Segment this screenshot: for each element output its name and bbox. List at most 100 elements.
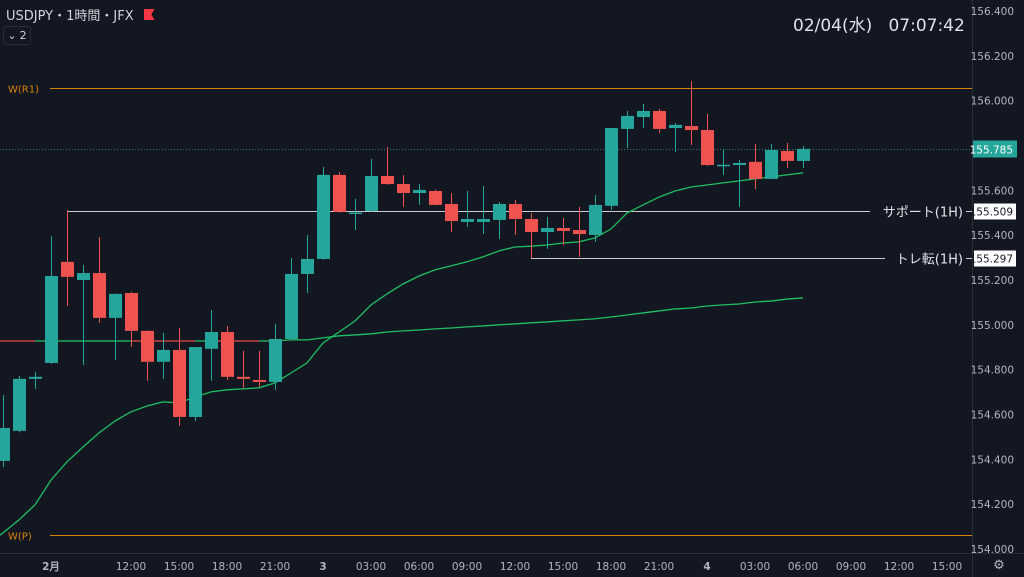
candle-body[interactable] [237,376,250,379]
candle-body[interactable] [157,349,170,362]
time-axis-label: 2月 [42,561,60,573]
ma-fast-line [0,172,804,536]
candle-body[interactable] [717,164,730,167]
candle-body[interactable] [141,330,154,362]
candle-body[interactable] [493,204,506,220]
candle-body[interactable] [0,427,10,461]
candle-body[interactable] [381,175,394,185]
candle-body[interactable] [221,332,234,377]
gear-icon[interactable]: ⚙ [993,558,1005,573]
time-axis-label: 06:00 [404,561,434,573]
ma-slow-segment [338,334,356,337]
candle-body[interactable] [749,161,762,179]
candle-body[interactable] [109,293,122,318]
last-price-label: 155.785 [970,145,1013,157]
ma-slow-segment [786,297,804,300]
candle-body[interactable] [61,261,74,277]
candle-body[interactable] [29,376,42,379]
ma-slow-segment [498,323,516,326]
ma-slow-segment [482,324,500,327]
ma-slow-segment [402,329,420,332]
candle-body[interactable] [429,191,442,205]
ma-slow-segment [578,318,596,321]
price-axis-label: 155.000 [971,320,1014,332]
candle-body[interactable] [205,332,218,349]
time-axis-label: 18:00 [212,561,242,573]
candle-body[interactable] [45,275,58,363]
pivot-label: W(P) [8,532,32,543]
ma-slow-segment [690,305,708,309]
candle-body[interactable] [765,149,778,179]
candle-body[interactable] [285,273,298,339]
candle-body[interactable] [669,124,682,129]
ma-slow-segment [754,300,772,303]
level-line-label: トレ転(1H) [896,253,963,268]
ma-slow-segment [546,320,564,323]
time-axis-label: 3 [319,561,326,573]
price-axis-label: 154.600 [971,410,1014,422]
ma-slow-segment [418,328,436,331]
candle-body[interactable] [349,212,362,215]
ma-slow-segment [306,337,324,341]
candle-body[interactable] [317,174,330,259]
candle-body[interactable] [125,293,138,331]
candle-body[interactable] [525,219,538,233]
ma-slow-segment [354,333,372,336]
level-price-tag [974,250,1016,267]
candle-body[interactable] [173,349,186,417]
candle-body[interactable] [477,219,490,222]
indicators-toggle-button[interactable]: ⌄ 2 [3,26,31,45]
ma-slow-segment [674,307,692,310]
candle-body[interactable] [685,125,698,131]
candle-body[interactable] [557,227,570,231]
candle-body[interactable] [365,175,378,211]
ma-slow-segment [658,308,676,312]
candle-body[interactable] [461,219,474,222]
price-axis-label: 155.400 [971,230,1014,242]
flag-icon[interactable] [143,9,155,20]
candle-body[interactable] [637,110,650,118]
candle-body[interactable] [701,130,714,166]
candle-body[interactable] [253,379,266,382]
ma-slow-segment [466,325,484,328]
price-axis-label: 154.200 [971,499,1014,511]
candle-body[interactable] [541,227,554,233]
ma-slow-segment [594,316,612,320]
ma-slow-segment [722,303,740,306]
time-axis-label: 15:00 [164,561,194,573]
candle-body[interactable] [781,150,794,161]
level-price-label: 155.509 [970,207,1013,219]
clock: 02/04(水) 07:07:42 [793,16,965,36]
candle-body[interactable] [189,347,202,417]
candle-body[interactable] [589,204,602,235]
candle-body[interactable] [333,174,346,212]
candle-body[interactable] [653,110,666,129]
symbol-header[interactable]: USDJPY・1時間・JFX [6,5,155,24]
candle-body[interactable] [605,128,618,206]
candle-body[interactable] [13,378,26,431]
time-axis-label: 15:00 [548,561,578,573]
ma-slow-segment [642,310,660,314]
candle-body[interactable] [77,273,90,280]
candle-body[interactable] [573,230,586,235]
candle-body[interactable] [269,338,282,382]
candle-body[interactable] [509,204,522,220]
time-axis-label: 03:00 [740,561,770,573]
candle-body[interactable] [93,273,106,318]
symbol-title: USDJPY・1時間・JFX [6,9,134,24]
candle-body[interactable] [445,204,458,222]
time-axis-label: 21:00 [260,561,290,573]
pivot-label: W(R1) [8,85,39,96]
candle-body[interactable] [397,184,410,194]
time-axis-label: 18:00 [596,561,626,573]
candle-body[interactable] [797,148,810,161]
candle-body[interactable] [733,162,746,166]
candle-body[interactable] [413,189,426,194]
time-axis-label: 15:00 [932,561,962,573]
time-axis-label: 4 [703,561,710,573]
candle-body[interactable] [301,258,314,274]
ma-slow-segment [610,314,628,318]
candle-body[interactable] [621,115,634,129]
